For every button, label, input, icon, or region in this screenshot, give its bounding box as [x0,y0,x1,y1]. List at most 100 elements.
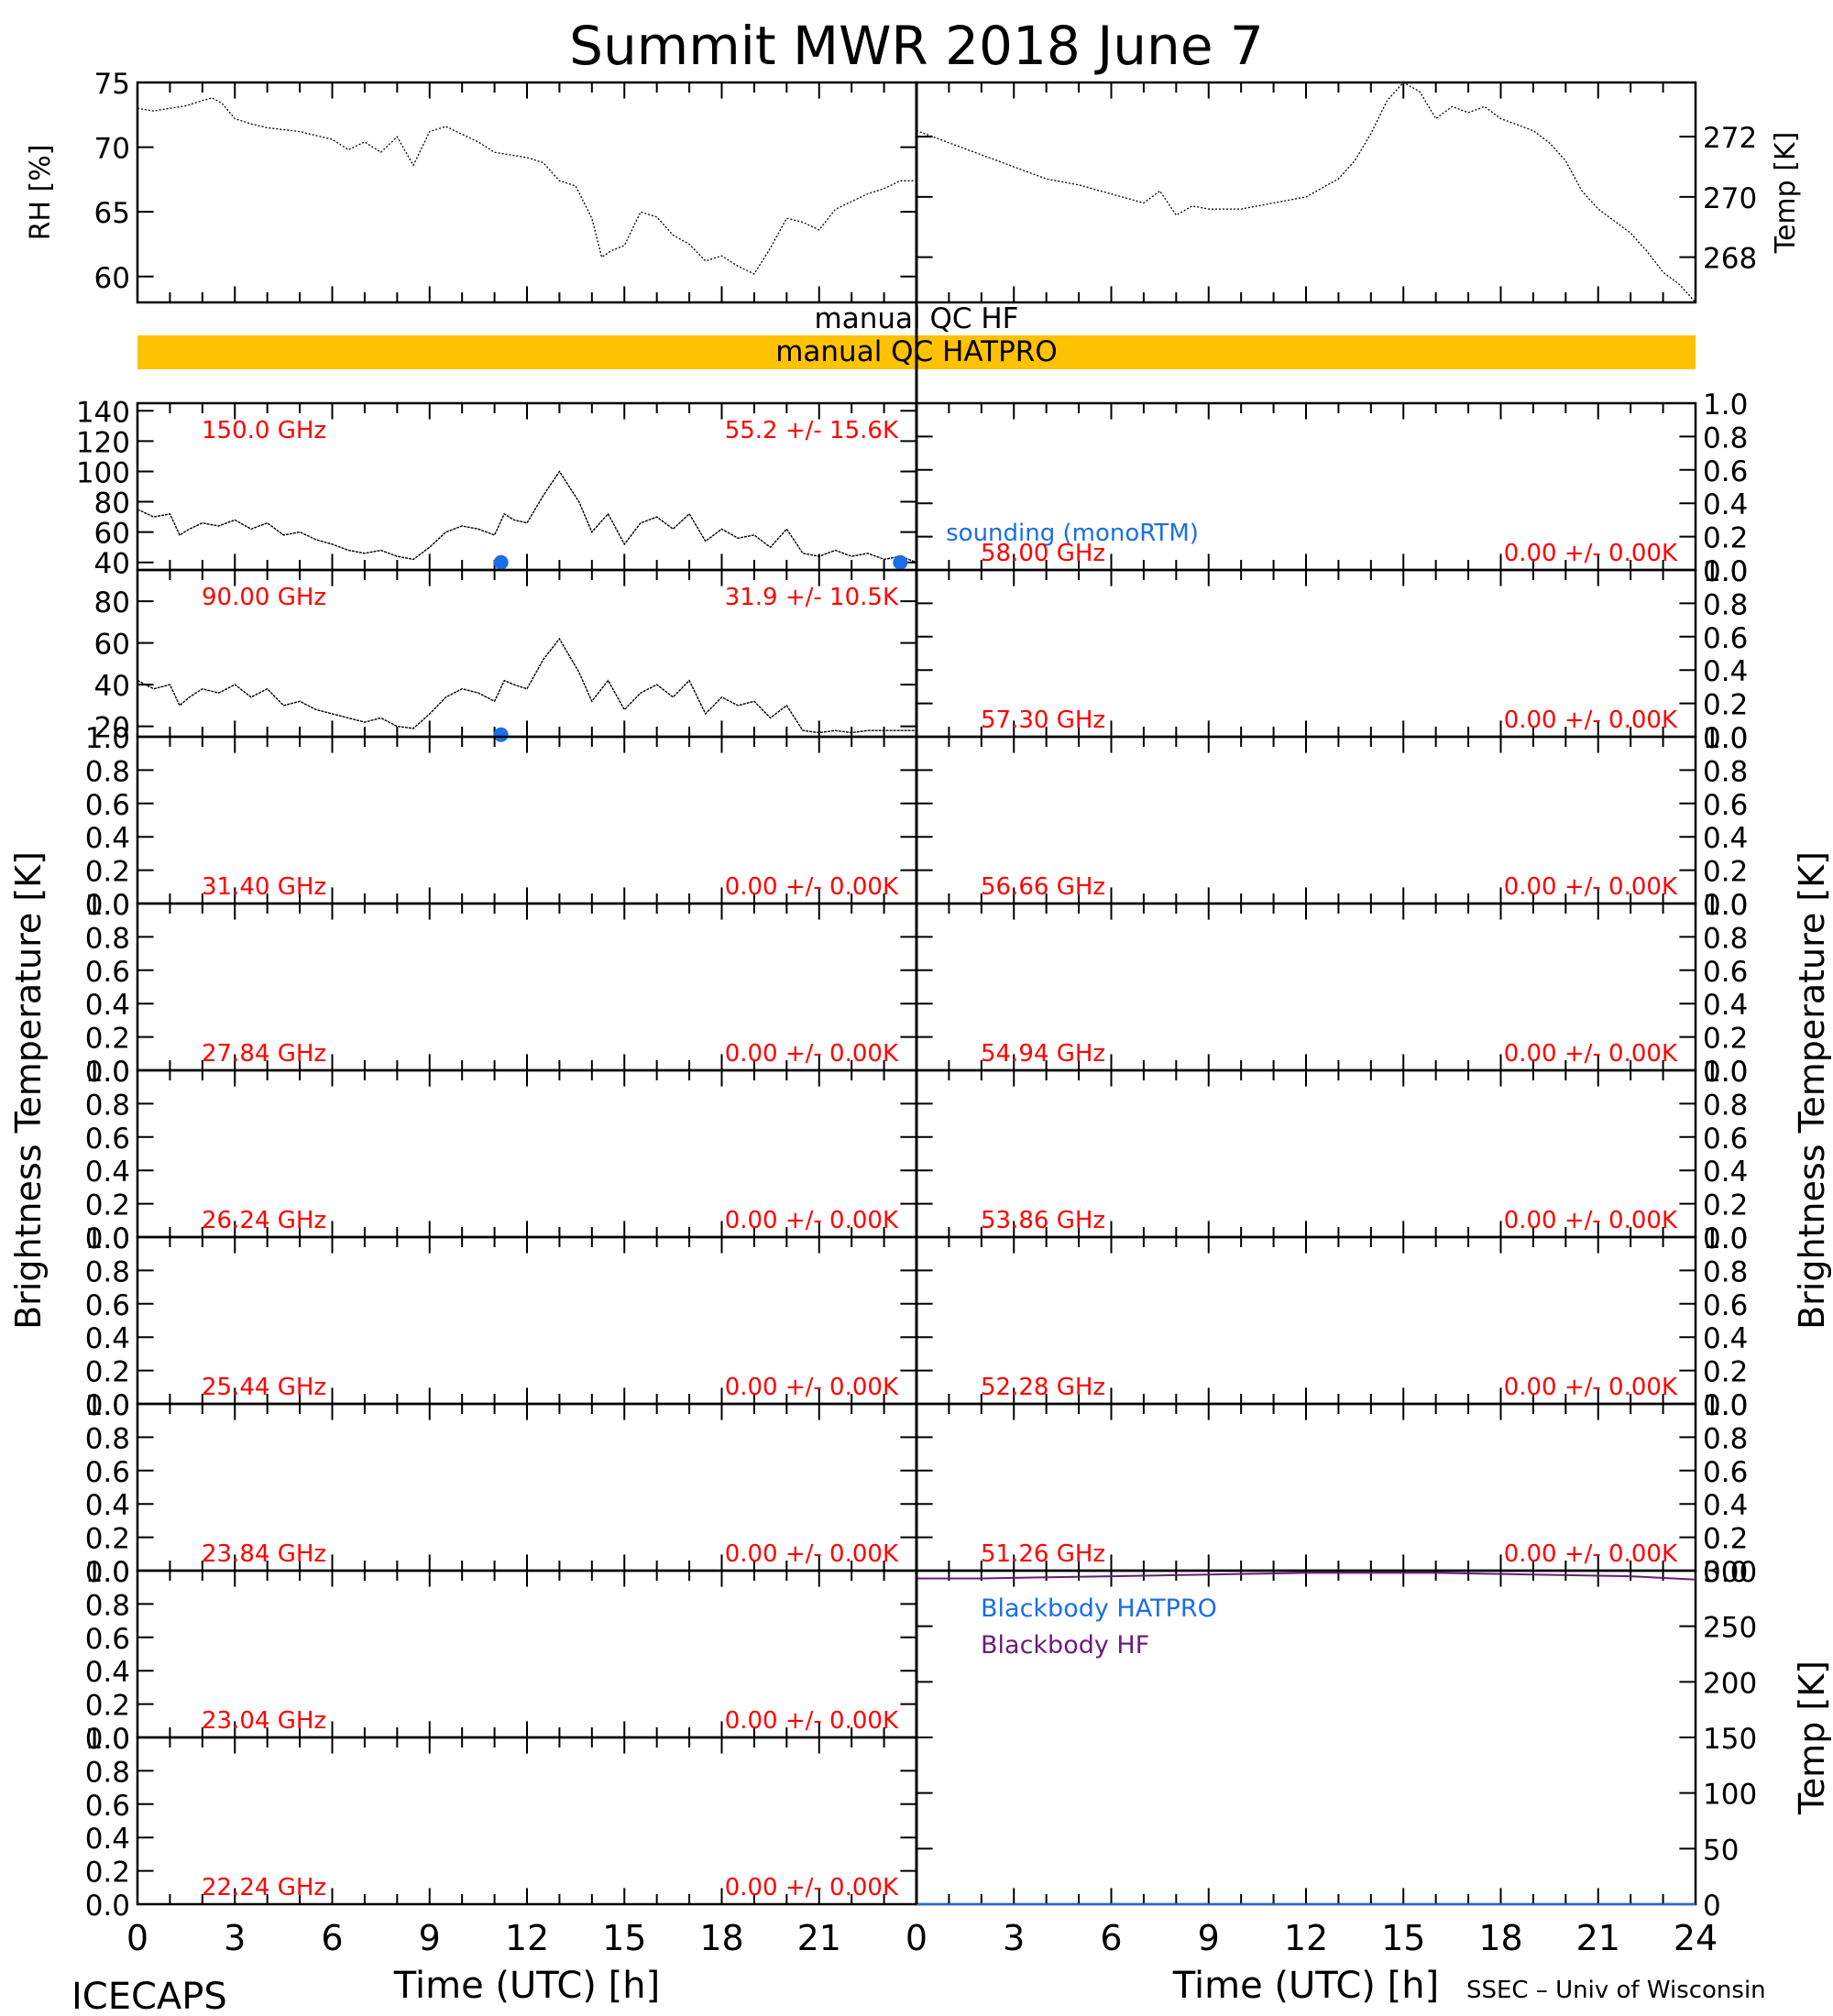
y-tick-label: 0.2 [85,1356,130,1389]
channel-label: 52.28 GHz [981,1374,1105,1401]
y-tick-label: 0.8 [85,1589,130,1622]
right-axis-title: Brightness Temperature [K] [1792,851,1832,1330]
channel-stat: 0.00 +/- 0.00K [725,1540,899,1568]
y-tick-label: 0.2 [1703,522,1748,555]
channel-label: 150.0 GHz [202,417,326,444]
y-tick-label: 0.0 [1703,1389,1748,1422]
x-tick-label: 9 [1198,1918,1220,1958]
channel-label: 22.24 GHz [202,1874,326,1901]
channel-stat: 0.00 +/- 0.00K [725,1040,899,1068]
y-tick-label: 0.0 [85,1389,130,1422]
y-axis-title: Temp [K] [1770,132,1802,255]
y-tick-label: 0.0 [1703,1556,1748,1589]
y-tick-label: 0.2 [1703,689,1748,722]
channel-stat: 0.00 +/- 0.00K [725,873,899,901]
y-tick-label: 0.0 [85,1222,130,1255]
y-tick-label: 0.6 [1703,1123,1748,1156]
y-tick-label: 0.0 [1703,889,1748,922]
x-tick-label: 0 [126,1918,148,1958]
y-tick-label: 0.8 [85,755,130,788]
panel-ch27: 0.00.20.40.60.81.027.84 GHz 0.00 +/- 0.00… [85,889,918,1089]
y-tick-label: 1.0 [85,1222,130,1255]
channel-stat: 0.00 +/- 0.00K [1504,1207,1678,1234]
panel-frame [915,81,1697,304]
panel-ch57: 0.00.20.40.60.81.057.30 GHz 0.00 +/- 0.00… [915,555,1748,755]
x-tick-label: 12 [1284,1918,1328,1958]
y-tick-label: 0.2 [85,1023,130,1056]
y-tick-label: 0.6 [85,956,130,989]
y-tick-label: 0 [1703,1890,1721,1923]
y-tick-label: 0.2 [85,1857,130,1890]
y-tick-label: 0.6 [1703,789,1748,822]
y-tick-label: 0.4 [1703,822,1748,855]
channel-stat: 0.00 +/- 0.00K [725,1374,899,1401]
panel-ch22: 0.00.20.40.60.81.022.24 GHz 0.00 +/- 0.00… [85,1723,918,1923]
x-tick-label: 15 [602,1918,646,1958]
y-tick-label: 0.8 [1703,588,1748,621]
y-tick-label: 0.6 [1703,956,1748,989]
y-tick-label: 1.0 [85,889,130,922]
y-tick-label: 140 [76,396,130,429]
y-tick-label: 300 [1703,1556,1757,1589]
y-tick-label: 1.0 [1703,1222,1748,1255]
figure-title: Summit MWR 2018 June 7 [569,15,1264,77]
channel-stat: 0.00 +/- 0.00K [1504,540,1678,567]
x-tick-label: 6 [1100,1918,1122,1958]
y-tick-label: 0.6 [85,789,130,822]
y-tick-label: 1.0 [85,722,130,755]
y-tick-label: 268 [1703,243,1757,276]
y-tick-label: 0.0 [85,1056,130,1089]
y-tick-label: 0.0 [1703,1056,1748,1089]
legend-entry: Blackbody HATPRO [981,1594,1217,1623]
channel-label: 54.94 GHz [981,1040,1105,1068]
panel-ch53: 0.00.20.40.60.81.053.86 GHz 0.00 +/- 0.00… [915,1056,1748,1255]
series-line [137,97,916,275]
channel-label: 23.04 GHz [202,1707,326,1735]
y-tick-label: 40 [94,548,130,581]
panel-ch23b: 0.00.20.40.60.81.023.04 GHz 0.00 +/- 0.00… [85,1556,918,1756]
y-tick-label: 1.0 [1703,722,1748,755]
series-line [916,1572,1696,1581]
y-tick-label: 0.0 [1703,555,1748,588]
y-tick-label: 272 [1703,122,1757,155]
y-tick-label: 0.2 [1703,1023,1748,1056]
y-tick-label: 75 [94,68,130,101]
sounding-point [493,727,509,742]
x-tick-label: 21 [797,1918,841,1958]
x-tick-label: 6 [321,1918,343,1958]
x-tick-label: 18 [699,1918,743,1958]
y-tick-label: 0.8 [1703,1422,1748,1455]
y-tick-label: 1.0 [85,1556,130,1589]
y-tick-label: 70 [94,133,130,166]
channel-stat: 55.2 +/- 15.6K [725,417,899,444]
y-tick-label: 0.8 [1703,1089,1748,1122]
sounding-label: sounding (monoRTM) [946,520,1199,547]
y-tick-label: 1.0 [85,1723,130,1756]
y-tick-label: 1.0 [1703,1056,1748,1089]
channel-stat: 0.00 +/- 0.00K [1504,1374,1678,1401]
channel-stat: 0.00 +/- 0.00K [1504,1040,1678,1068]
y-tick-label: 0.2 [1703,1356,1748,1389]
panel-ch54: 0.00.20.40.60.81.054.94 GHz 0.00 +/- 0.00… [915,889,1748,1089]
y-tick-label: 1.0 [1703,889,1748,922]
x-tick-label: 3 [1003,1918,1025,1958]
panel-ch23a: 0.00.20.40.60.81.023.84 GHz 0.00 +/- 0.00… [85,1389,918,1589]
channel-stat: 0.00 +/- 0.00K [1504,873,1678,901]
panel-bb: 0 50 100 150 200 250 300 Blackbody HATPRO Blackb… [915,1556,1832,1923]
channel-label: 51.26 GHz [981,1540,1105,1568]
x-tick-label: 12 [505,1918,549,1958]
panel-ch56: 0.00.20.40.60.81.056.66 GHz 0.00 +/- 0.00… [915,722,1748,922]
y-tick-label: 100 [76,456,130,489]
x-axis-title-left: Time (UTC) [h] [393,1965,660,2007]
y-tick-label: 60 [94,629,130,662]
y-tick-label: 0.6 [1703,455,1748,488]
panel-frame [136,81,918,304]
y-tick-label: 0.0 [85,1890,130,1923]
channel-stat: 0.00 +/- 0.00K [725,1707,899,1735]
y-tick-label: 0.6 [85,1123,130,1156]
y-tick-label: 0.4 [85,1322,130,1355]
y-tick-label: 150 [1703,1723,1757,1756]
y-tick-label: 0.0 [1703,1222,1748,1255]
y-tick-label: 0.0 [85,1723,130,1756]
